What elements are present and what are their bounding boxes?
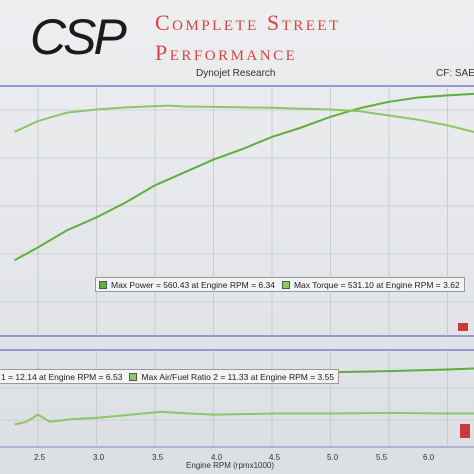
- afr2-swatch-icon: [129, 372, 138, 381]
- legend-item-afr2: Max Air/Fuel Ratio 2 = 11.33 at Engine R…: [126, 372, 334, 382]
- x-axis-label: Engine RPM (rpmx1000): [186, 461, 275, 470]
- power-torque-legend: Max Power = 560.43 at Engine RPM = 6.34 …: [95, 277, 465, 292]
- chart-subtitle: Dynojet Research: [196, 68, 276, 79]
- x-tick-label: 6.0: [423, 453, 435, 462]
- red-tab-marker: [458, 323, 468, 331]
- top-series: [14, 92, 474, 262]
- x-tick-label: 5.0: [327, 453, 339, 462]
- x-tick-label: 3.0: [93, 453, 105, 462]
- logo-text: CSP: [30, 12, 127, 62]
- legend-afr2-label: Max Air/Fuel Ratio 2 = 11.33 at Engine R…: [141, 371, 335, 382]
- afr-legend: 1 = 12.14 at Engine RPM = 6.53 Max Air/F…: [0, 369, 340, 384]
- red-tab-marker-bottom: [460, 424, 470, 438]
- power-line: [14, 92, 474, 262]
- x-tick-label: 2.5: [34, 453, 46, 462]
- torque-swatch-icon: [281, 280, 290, 289]
- bottom-grid: [0, 350, 474, 447]
- x-tick-label: 4.0: [211, 453, 223, 462]
- top-grid: [0, 86, 474, 336]
- legend-torque-label: Max Torque = 531.10 at Engine RPM = 3.62: [293, 279, 460, 290]
- legend-afr1-label: 1 = 12.14 at Engine RPM = 6.53: [1, 371, 123, 382]
- afr2-line: [14, 410, 474, 426]
- csp-logo: CSP: [30, 12, 130, 62]
- power-swatch-icon: [99, 280, 107, 289]
- legend-power-label: Max Power = 560.43 at Engine RPM = 6.34: [111, 279, 275, 290]
- legend-item-torque: Max Torque = 531.10 at Engine RPM = 3.62: [279, 280, 460, 290]
- legend-item-power: Max Power = 560.43 at Engine RPM = 6.34: [96, 280, 275, 290]
- legend-item-afr1: 1 = 12.14 at Engine RPM = 6.53: [0, 372, 122, 382]
- x-tick-label: 3.5: [152, 453, 164, 462]
- x-tick-label: 5.5: [376, 453, 388, 462]
- brand-line-1: Complete Street: [155, 10, 341, 35]
- correction-factor-label: CF: SAE: [436, 68, 474, 79]
- x-tick-label: 4.5: [269, 453, 281, 462]
- torque-line: [14, 104, 474, 133]
- brand-line-2: Performance: [155, 40, 298, 65]
